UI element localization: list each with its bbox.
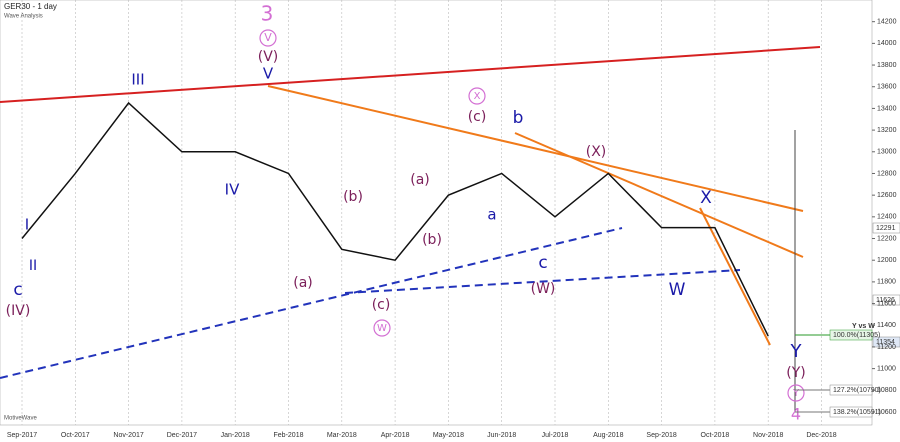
wave-label: a	[487, 206, 496, 224]
x-tick-label: Oct-2018	[701, 432, 730, 439]
price-label: 11626	[876, 297, 895, 304]
price-line	[21, 101, 769, 337]
y-tick-label: 12200	[877, 235, 897, 242]
wave-circle	[259, 29, 277, 47]
wave-circle	[468, 87, 486, 105]
x-tick-label: Jun-2018	[487, 432, 516, 439]
fib-label: 100.0%(11305)	[833, 332, 880, 339]
plot-area	[0, 0, 873, 426]
wave-label: II	[29, 258, 37, 274]
x-tick-label: Nov-2017	[113, 432, 143, 439]
wave-label: c	[538, 253, 547, 273]
price-label: 12291	[876, 225, 896, 232]
wave-label: (W)	[531, 281, 556, 297]
wave-circle	[373, 319, 391, 337]
wave-circle	[787, 384, 805, 402]
y-tick-label: 12800	[877, 170, 897, 177]
y-tick-label: 13800	[877, 62, 897, 69]
y-tick-label: 11000	[877, 365, 896, 372]
x-tick-label: Feb-2018	[274, 432, 304, 439]
y-tick-label: 14200	[877, 19, 897, 26]
chart-subtitle: Wave Analysis	[4, 14, 43, 20]
wave-label: (a)	[410, 172, 430, 188]
y-tick-label: 11600	[877, 300, 896, 307]
price-box	[872, 336, 900, 348]
trendline	[514, 132, 804, 258]
x-tick-label: Apr-2018	[381, 432, 410, 439]
x-tick-label: May-2018	[433, 432, 464, 439]
wave-label: Y	[792, 388, 800, 399]
y-tick-label: 12600	[877, 192, 897, 199]
fib-label: 127.2%(10790)	[833, 387, 881, 394]
wave-label: W	[669, 280, 686, 300]
wave-label: 4	[791, 405, 801, 424]
fib-label: 138.2%(10591)	[833, 409, 881, 416]
trendline	[699, 207, 771, 346]
wave-label: 3	[261, 2, 274, 26]
fib-box	[829, 329, 873, 341]
x-tick-label: Mar-2018	[327, 432, 357, 439]
wave-label: (b)	[422, 232, 442, 248]
wave-label: (c)	[468, 109, 487, 125]
wave-label: X	[474, 91, 481, 102]
wave-label: (X)	[586, 144, 607, 160]
x-tick-label: Jan-2018	[221, 432, 250, 439]
wave-label: b	[513, 108, 524, 128]
y-tick-label: 13200	[877, 127, 897, 134]
x-tick-label: Sep-2017	[7, 432, 37, 439]
wave-label: I	[25, 216, 29, 234]
y-tick-label: 13400	[877, 105, 897, 112]
y-tick-label: 11400	[877, 322, 896, 329]
wave-label: (Y)	[786, 365, 805, 381]
x-tick-label: Dec-2017	[167, 432, 197, 439]
y-tick-label: 13600	[877, 84, 897, 91]
price-box	[872, 294, 900, 306]
chart-title: GER30 - 1 day	[4, 2, 57, 11]
y-tick-label: 12000	[877, 257, 897, 264]
trendlines	[0, 46, 821, 412]
y-tick-label: 11800	[877, 279, 896, 286]
wave-label: V	[264, 31, 272, 44]
y-tick-label: 10600	[877, 409, 897, 416]
grid	[21, 0, 822, 425]
x-tick-label: Jul-2018	[542, 432, 569, 439]
x-tick-label: Aug-2018	[593, 432, 623, 439]
y-tick-label: 10800	[877, 387, 897, 394]
wave-label: X	[700, 188, 712, 208]
wave-label: (V)	[258, 49, 279, 65]
wave-label: Y	[790, 341, 803, 362]
wave-label: III	[131, 71, 144, 89]
wave-label: (b)	[343, 189, 363, 205]
price-labels: 12291 11626 11354	[872, 222, 900, 348]
wave-labels: 3 V (V) V III IV I II c (IV) (a) (b) (c)…	[6, 2, 806, 424]
price-box	[872, 222, 900, 234]
y-tick-label: 14000	[877, 40, 897, 47]
wave-label: (c)	[372, 297, 391, 313]
x-tick-label: Nov-2018	[753, 432, 783, 439]
y-tick-label: 12400	[877, 214, 897, 221]
wave-label: (a)	[293, 275, 313, 291]
y-tick-label: 13000	[877, 149, 897, 156]
trendline	[0, 227, 623, 379]
price-label: 11354	[876, 339, 895, 346]
wave-label: V	[263, 65, 274, 83]
trendline	[344, 269, 741, 294]
x-tick-label: Oct-2017	[61, 432, 90, 439]
footer: MotiveWave	[4, 416, 37, 422]
trendline	[267, 85, 804, 212]
trendline	[0, 46, 821, 103]
y-tick-label: 11200	[877, 344, 896, 351]
wave-label: c	[13, 280, 22, 300]
fib-title: Y vs W	[852, 323, 875, 330]
x-tick-label: Sep-2018	[646, 432, 676, 439]
wave-label: (IV)	[6, 303, 31, 319]
x-tick-label: Dec-2018	[806, 432, 836, 439]
wave-label: W	[377, 323, 387, 334]
wave-label: IV	[225, 181, 240, 199]
